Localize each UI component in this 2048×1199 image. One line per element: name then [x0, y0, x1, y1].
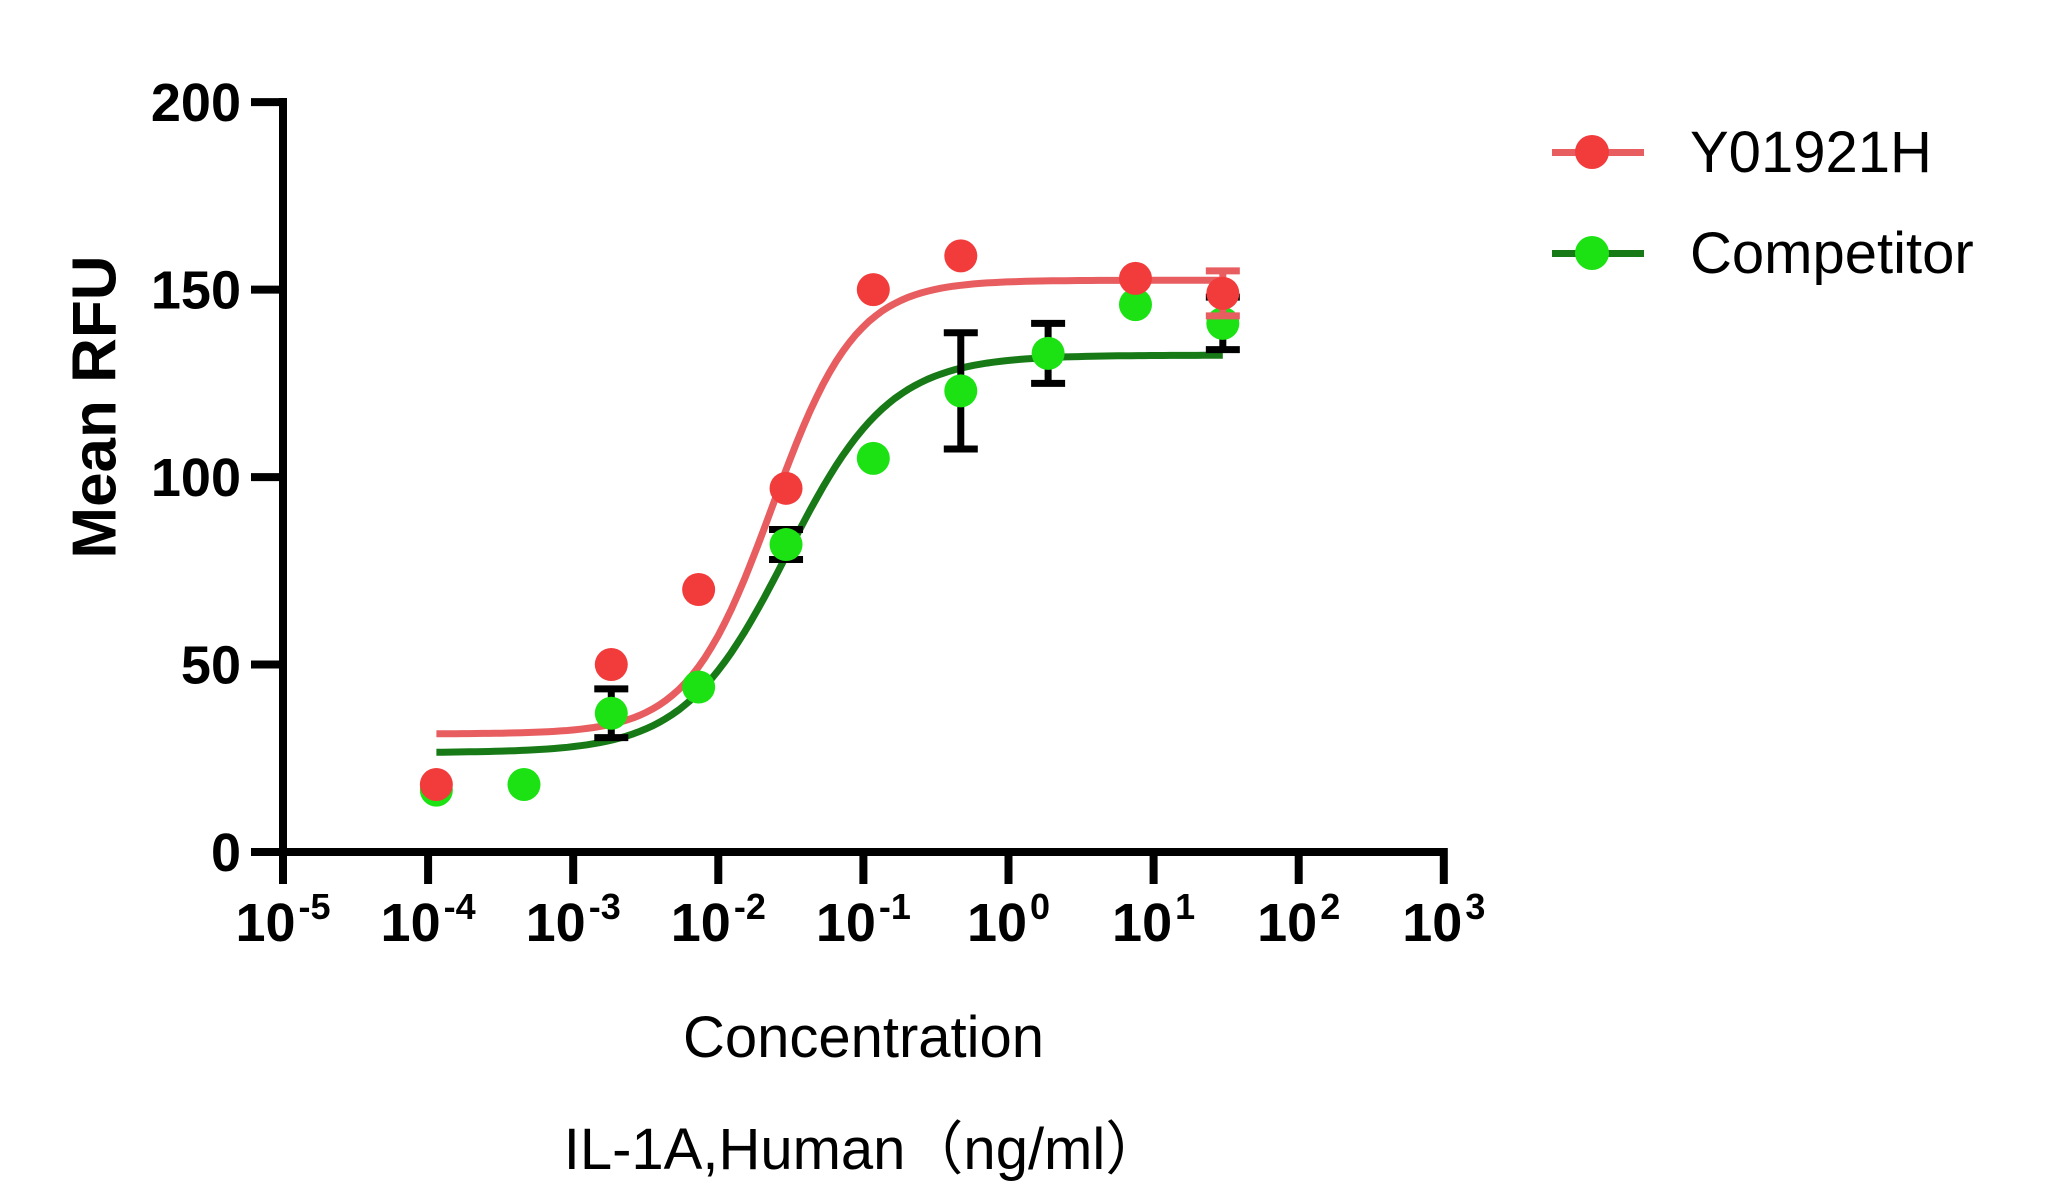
y-tick-label: 200	[151, 73, 241, 133]
data-point-y01921h	[419, 768, 453, 802]
x-tick-label: 103	[1402, 886, 1485, 953]
legend: Y01921H Competitor	[1552, 119, 1974, 321]
legend-swatch	[1552, 220, 1644, 286]
x-tick-label: 101	[1112, 886, 1195, 953]
fit-curve-y01921h	[436, 276, 1223, 738]
x-tick-label: 10-2	[671, 886, 766, 953]
data-point-competitor	[944, 374, 978, 408]
data-point-y01921h	[856, 273, 890, 307]
x-axis-title-line1: Concentration	[682, 1005, 1045, 1070]
data-point-y01921h	[1206, 276, 1240, 310]
y-tick-label: 150	[151, 261, 241, 321]
data-point-y01921h	[769, 471, 803, 505]
y-tick-label: 50	[181, 636, 241, 696]
legend-marker-icon	[1575, 236, 1609, 270]
legend-label: Competitor	[1690, 220, 1974, 286]
x-axis-title-line2: IL-1A,Human（ng/ml）	[563, 1117, 1164, 1182]
data-point-competitor	[769, 528, 803, 562]
data-point-y01921h	[944, 239, 978, 273]
legend-swatch	[1552, 119, 1644, 185]
data-point-competitor	[507, 768, 541, 802]
y-tick-label: 0	[211, 823, 241, 883]
data-point-competitor	[682, 670, 716, 704]
data-point-y01921h	[594, 648, 628, 682]
x-tick-label: 10-1	[816, 886, 911, 953]
y-tick-label: 100	[151, 448, 241, 508]
legend-label: Y01921H	[1690, 119, 1932, 185]
legend-item-competitor: Competitor	[1552, 220, 1974, 286]
legend-item-y01921h: Y01921H	[1552, 119, 1974, 185]
data-point-competitor	[856, 441, 890, 475]
x-tick-label: 100	[967, 886, 1050, 953]
data-point-competitor	[1031, 336, 1065, 370]
legend-marker-icon	[1575, 135, 1609, 169]
data-point-competitor	[594, 696, 628, 730]
x-tick-label: 10-5	[235, 886, 330, 953]
x-tick-label: 10-3	[526, 886, 621, 953]
x-tick-label: 102	[1257, 886, 1340, 953]
data-point-y01921h	[682, 573, 716, 607]
fit-curve-competitor	[436, 351, 1223, 756]
x-tick-label: 10-4	[381, 886, 476, 953]
data-point-y01921h	[1118, 261, 1152, 295]
y-axis-title: Mean RFU	[60, 255, 130, 559]
data-point-competitor	[1118, 288, 1152, 322]
